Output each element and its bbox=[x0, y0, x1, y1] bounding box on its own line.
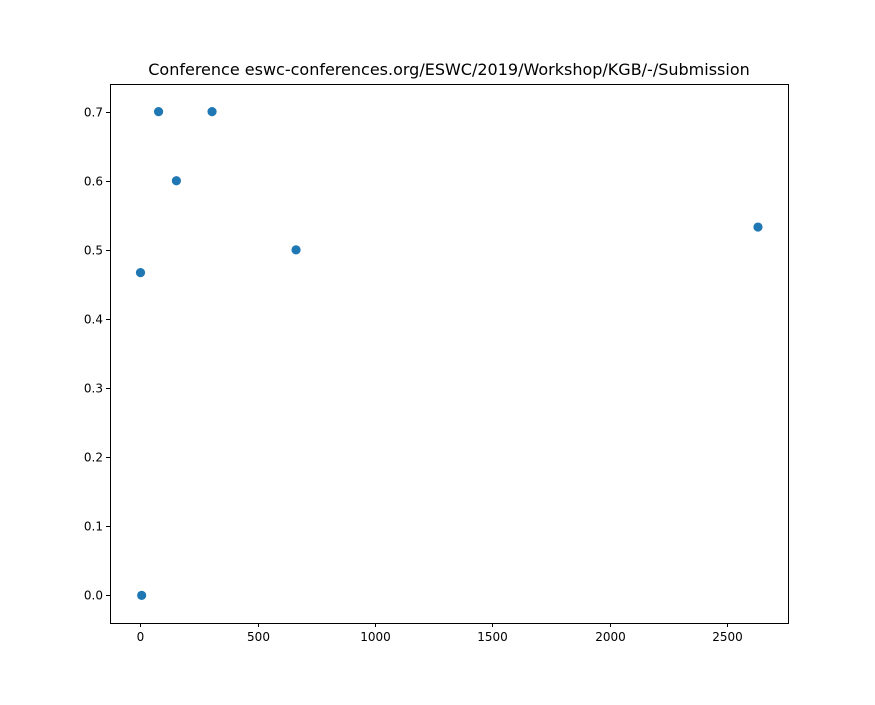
data-point bbox=[207, 107, 217, 117]
y-tick-label: 0.0 bbox=[84, 589, 103, 603]
data-point bbox=[137, 590, 147, 600]
y-axis: 0.0 0.1 0.2 0.3 0.4 0.5 0.6 0.7 bbox=[84, 106, 110, 603]
y-tick-label: 0.7 bbox=[84, 106, 103, 120]
y-tick-label: 0.3 bbox=[84, 382, 103, 396]
x-tick-label: 2000 bbox=[595, 630, 626, 644]
data-point bbox=[171, 176, 181, 186]
data-point bbox=[291, 245, 301, 255]
y-tick-label: 0.4 bbox=[84, 313, 103, 327]
x-axis: 0 500 1000 1500 2000 2500 bbox=[137, 623, 743, 644]
y-tick-label: 0.6 bbox=[84, 175, 103, 189]
x-tick-label: 1000 bbox=[360, 630, 391, 644]
y-tick-label: 0.2 bbox=[84, 451, 103, 465]
data-point bbox=[753, 222, 763, 232]
data-point bbox=[135, 268, 146, 278]
data-point bbox=[153, 107, 164, 117]
axes-frame bbox=[110, 84, 789, 624]
x-tick-label: 2500 bbox=[712, 630, 743, 644]
chart-title: Conference eswc-conferences.org/ESWC/201… bbox=[148, 60, 750, 79]
y-tick-label: 0.5 bbox=[84, 244, 103, 258]
x-tick-label: 0 bbox=[137, 630, 145, 644]
x-tick-label: 500 bbox=[247, 630, 270, 644]
x-tick-label: 1500 bbox=[477, 630, 508, 644]
y-tick-label: 0.1 bbox=[84, 520, 103, 534]
data-points bbox=[135, 107, 763, 600]
